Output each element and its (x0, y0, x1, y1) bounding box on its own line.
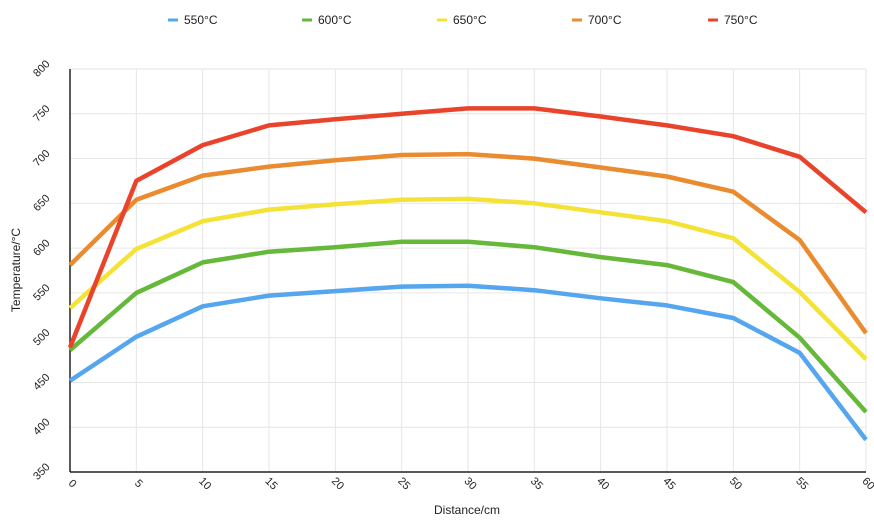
x-tick-label: 55 (793, 475, 810, 492)
x-axis-label: Distance/cm (434, 503, 500, 517)
legend-item: 650°C (437, 13, 487, 27)
y-tick-label: 700 (31, 148, 52, 169)
series-line-600c (68, 239, 868, 414)
x-tick-label: 60 (860, 475, 874, 492)
series-line-700c (68, 151, 868, 335)
x-tick-label: 0 (66, 477, 79, 490)
x-tick-label: 20 (329, 475, 346, 492)
y-tick-label: 550 (31, 282, 52, 303)
legend-label: 650°C (453, 13, 487, 27)
y-tick-label: 400 (31, 416, 52, 437)
legend-label: 550°C (184, 13, 218, 27)
y-axis-label: Temperature/°C (9, 228, 23, 312)
legend: 550°C 600°C 650°C 700°C 750°C (168, 13, 758, 27)
y-tick-label: 750 (31, 103, 52, 124)
series-line-650c (68, 196, 868, 361)
y-tick-label: 650 (31, 192, 52, 213)
y-tick-label: 800 (31, 58, 52, 79)
y-tick-label: 450 (31, 372, 52, 393)
axes (69, 69, 866, 473)
legend-item: 550°C (168, 13, 218, 27)
x-tick-label: 10 (196, 475, 213, 492)
x-tick-label: 35 (528, 475, 545, 492)
legend-label: 600°C (318, 13, 352, 27)
x-tick-label: 15 (263, 475, 280, 492)
legend-item: 750°C (708, 13, 758, 27)
series-line-750c (67, 106, 868, 349)
legend-item: 600°C (302, 13, 352, 27)
x-tick-label: 5 (132, 477, 145, 490)
y-tick-label: 350 (31, 461, 52, 482)
x-tick-labels: 0 5 10 15 20 25 30 35 40 45 50 55 60 (66, 475, 874, 492)
series-line-550c (68, 283, 868, 442)
y-tick-label: 600 (31, 237, 52, 258)
x-tick-label: 30 (462, 475, 479, 492)
legend-label: 750°C (724, 13, 758, 27)
y-tick-labels: 350 400 450 500 550 600 650 700 750 800 (31, 58, 52, 482)
legend-label: 700°C (588, 13, 622, 27)
x-tick-label: 50 (727, 475, 744, 492)
y-tick-label: 500 (31, 327, 52, 348)
x-tick-label: 45 (661, 475, 678, 492)
x-tick-label: 25 (395, 475, 412, 492)
series-lines (67, 106, 868, 442)
legend-item: 700°C (572, 13, 622, 27)
x-tick-label: 40 (594, 475, 611, 492)
